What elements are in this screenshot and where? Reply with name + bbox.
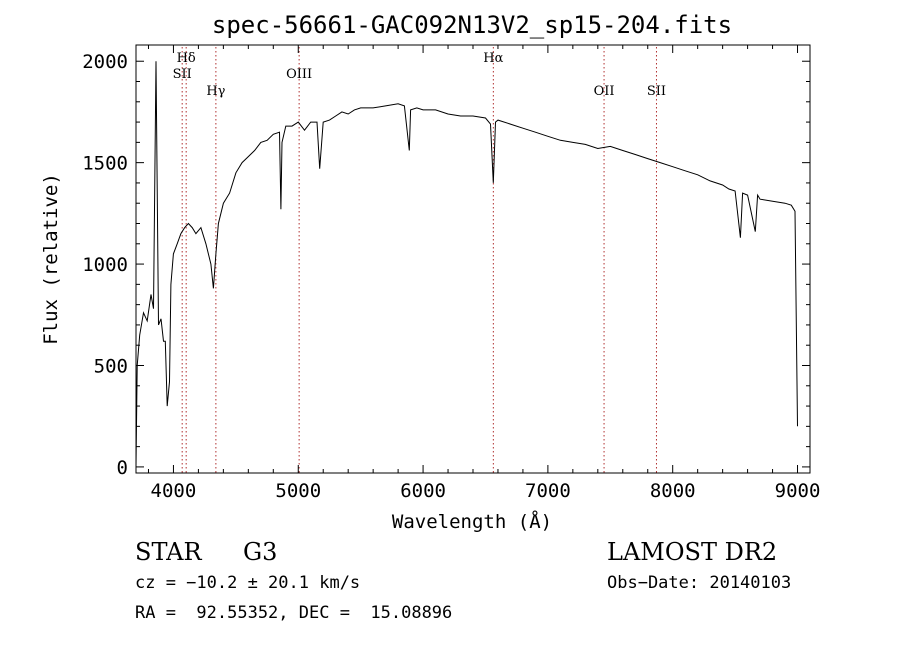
y-tick-label: 0 xyxy=(117,457,128,479)
y-tick-label: 500 xyxy=(94,355,128,377)
y-axis-label: Flux (relative) xyxy=(40,173,62,345)
x-tick-label: 6000 xyxy=(400,480,446,502)
x-tick-label: 4000 xyxy=(151,480,197,502)
plot-frame xyxy=(135,44,811,474)
object-subclass: G3 xyxy=(243,538,278,566)
coordinates-readout: RA = 92.55352, DEC = 15.08896 xyxy=(135,603,453,623)
y-tick-label: 1500 xyxy=(82,153,128,175)
y-tick-label: 2000 xyxy=(82,51,128,73)
series-layer xyxy=(135,61,798,467)
x-tick-label: 9000 xyxy=(775,480,821,502)
x-tick-label: 7000 xyxy=(525,480,571,502)
line-marker-label: SII xyxy=(173,67,192,82)
line-marker-label: Hα xyxy=(483,51,503,66)
object-class: STAR xyxy=(135,538,202,566)
spectrum-line xyxy=(135,61,798,467)
survey-name: LAMOST DR2 xyxy=(607,538,778,566)
observation-date: Obs−Date: 20140103 xyxy=(607,573,792,593)
chart-title: spec-56661-GAC092N13V2_sp15-204.fits xyxy=(212,11,732,39)
x-tick-label: 5000 xyxy=(275,480,321,502)
line-marker-label: SII xyxy=(647,84,666,99)
line-marker-label: OIII xyxy=(286,67,312,82)
line-marker-label: Hγ xyxy=(206,84,225,99)
x-tick-label: 8000 xyxy=(650,480,696,502)
x-axis-label: Wavelength (Å) xyxy=(392,510,552,533)
line-marker-label: OII xyxy=(594,84,615,99)
line-marker-label: Hδ xyxy=(177,51,196,66)
axis-layer: 4000 5000 6000 7000 8000 9000 0 500 1000 1500 2000 xyxy=(82,45,820,502)
redshift-readout: cz = −10.2 ± 20.1 km/s xyxy=(135,573,361,593)
y-tick-label: 1000 xyxy=(82,254,128,276)
